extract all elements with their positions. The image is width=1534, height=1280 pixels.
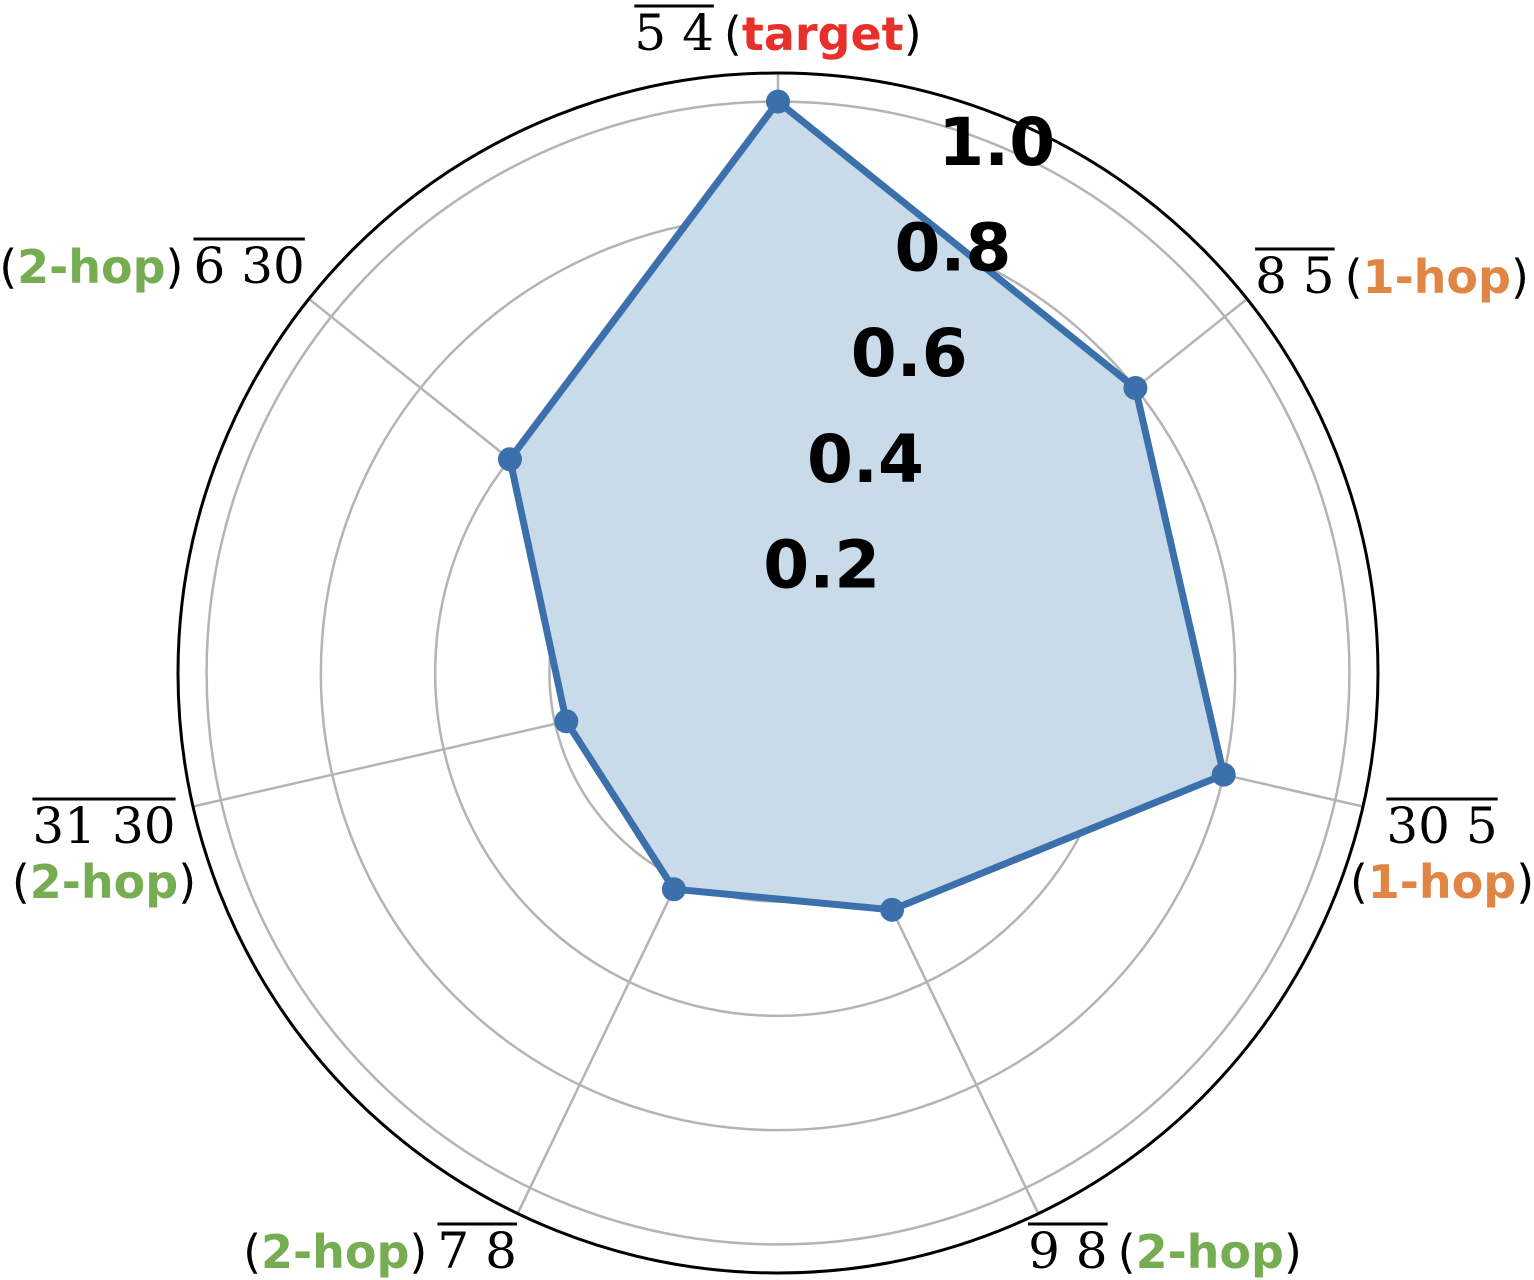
rtick-label-2: 0.4: [807, 421, 924, 498]
data-point-4: [880, 897, 905, 922]
paren-open: (: [0, 240, 17, 294]
rtick-label-1: 0.2: [763, 526, 880, 603]
data-point-2: [1123, 375, 1148, 400]
category-hop-7: (2-hop): [0, 240, 183, 294]
data-point-3: [1211, 762, 1236, 787]
hop-tag: 2-hop: [261, 1225, 409, 1279]
category-hop-3: (1-hop): [1350, 855, 1534, 909]
category-name-2: 8 5: [1255, 247, 1335, 305]
category-name-7: 6 30: [193, 237, 304, 295]
category-label-6: 31 30(2-hop): [12, 797, 196, 909]
paren-open: (: [243, 1225, 261, 1279]
data-point-7: [497, 447, 522, 472]
category-name-5: 7 8: [437, 1222, 517, 1280]
category-label-7: 6 30(2-hop): [0, 237, 305, 295]
category-hop-1: (target): [724, 7, 922, 61]
rtick-label-5: 1.0: [938, 104, 1055, 181]
category-label-3: 30 5(1-hop): [1350, 797, 1534, 909]
paren-open: (: [724, 7, 742, 61]
category-hop-6: (2-hop): [12, 855, 196, 909]
hop-tag: 2-hop: [30, 855, 178, 909]
data-point-5: [661, 877, 686, 902]
paren-open: (: [1118, 1225, 1136, 1279]
rtick-label-3: 0.6: [851, 315, 968, 392]
paren-close: ): [1284, 1225, 1302, 1279]
series-area: [509, 101, 1224, 910]
category-label-1: 5 4 (target): [634, 4, 922, 62]
rtick-label-4: 0.8: [894, 210, 1011, 287]
category-label-2: 8 5 (1-hop): [1255, 247, 1529, 305]
category-hop-2: (1-hop): [1345, 250, 1529, 304]
category-name-4: 9 8: [1028, 1222, 1108, 1280]
paren-open: (: [1345, 250, 1363, 304]
data-point-1: [766, 89, 790, 114]
paren-close: ): [178, 855, 196, 909]
category-hop-4: (2-hop): [1118, 1225, 1302, 1279]
hop-tag: 1-hop: [1368, 855, 1516, 909]
radial-tick-labels: 0.2 0.4 0.6 0.8 1.0: [763, 104, 1055, 603]
paren-open: (: [12, 855, 30, 909]
category-label-5: 7 8(2-hop): [243, 1222, 517, 1280]
category-labels: 5 4 (target)8 5 (1-hop)30 5(1-hop)9 8 (2-ho…: [0, 4, 1534, 1280]
hop-tag: 2-hop: [17, 240, 165, 294]
category-name-6: 31 30: [32, 797, 175, 855]
paren-close: ): [904, 7, 922, 61]
category-hop-5: (2-hop): [243, 1225, 427, 1279]
paren-close: ): [409, 1225, 427, 1279]
polar-frame: [176, 71, 1380, 1275]
hop-tag: 1-hop: [1363, 250, 1511, 304]
category-name-3: 30 5: [1386, 797, 1497, 855]
paren-open: (: [1350, 855, 1368, 909]
paren-close: ): [166, 240, 184, 294]
series-layer: [497, 89, 1236, 922]
series-line: [506, 98, 1228, 914]
data-point-6: [554, 709, 579, 734]
category-label-4: 9 8 (2-hop): [1028, 1222, 1302, 1280]
category-name-1: 5 4: [634, 4, 714, 62]
hop-tag: target: [742, 7, 904, 61]
hop-tag: 2-hop: [1136, 1225, 1284, 1279]
paren-close: ): [1516, 855, 1534, 909]
paren-close: ): [1511, 250, 1529, 304]
